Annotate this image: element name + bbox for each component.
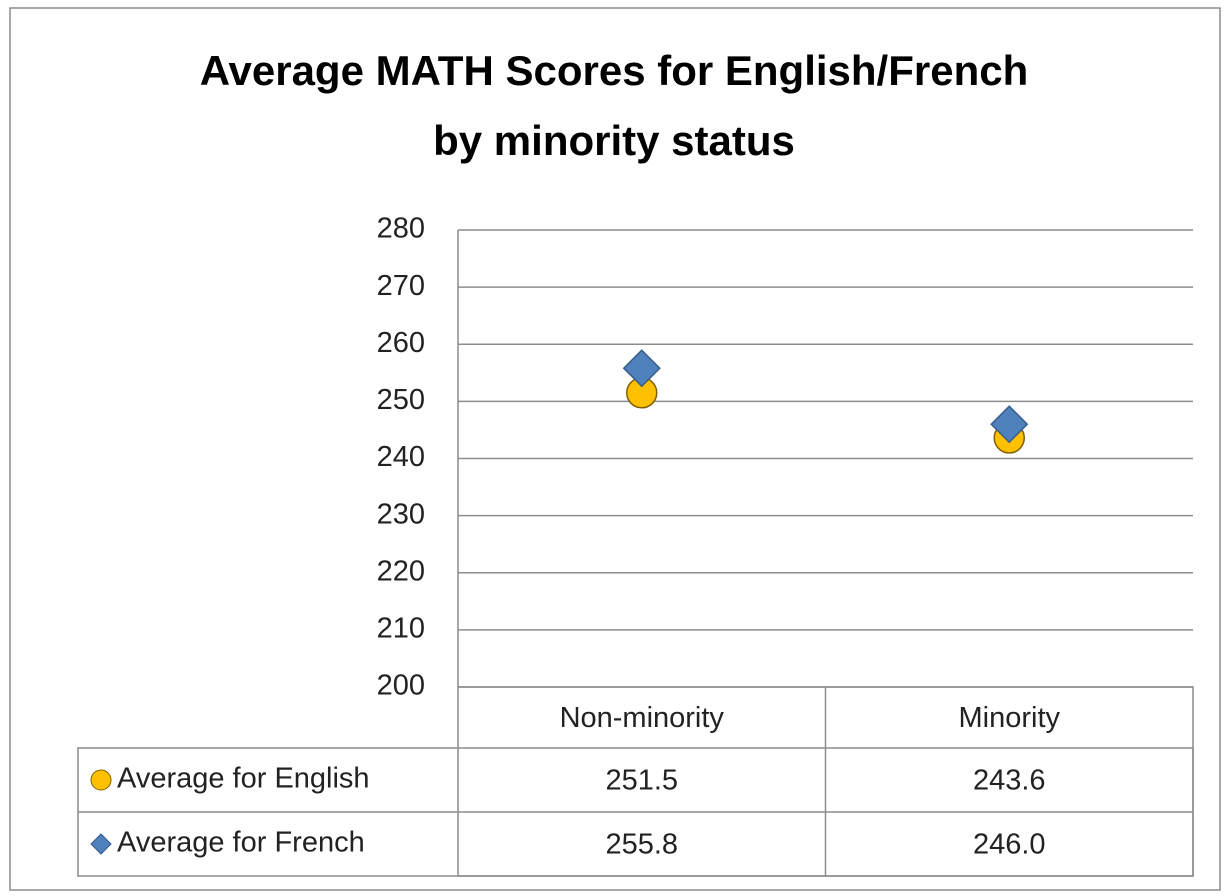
legend-diamond [90, 833, 112, 855]
legend-label: Average for English [117, 763, 370, 795]
table-value: 255.8 [605, 829, 678, 861]
table-value: 246.0 [973, 829, 1046, 861]
y-tick-label: 240 [377, 441, 425, 473]
x-tick-label: Non-minority [560, 702, 725, 734]
chart-border [9, 7, 1221, 891]
y-tick-label: 280 [377, 213, 425, 245]
y-tick-label: 230 [377, 498, 425, 530]
table-value: 243.6 [973, 765, 1046, 797]
x-tick-label: Minority [958, 702, 1060, 734]
diamond-marker [622, 349, 661, 388]
y-tick-label: 200 [377, 670, 425, 702]
table-value: 251.5 [605, 765, 678, 797]
y-tick-label: 220 [377, 555, 425, 587]
legend-circle [90, 769, 112, 791]
y-tick-label: 210 [377, 613, 425, 645]
y-tick-label: 270 [377, 270, 425, 302]
legend-label: Average for French [117, 827, 365, 859]
y-tick-label: 260 [377, 327, 425, 359]
chart-title: Average MATH Scores for English/French b… [199, 47, 1029, 164]
y-tick-label: 250 [377, 384, 425, 416]
diamond-marker [990, 405, 1029, 444]
